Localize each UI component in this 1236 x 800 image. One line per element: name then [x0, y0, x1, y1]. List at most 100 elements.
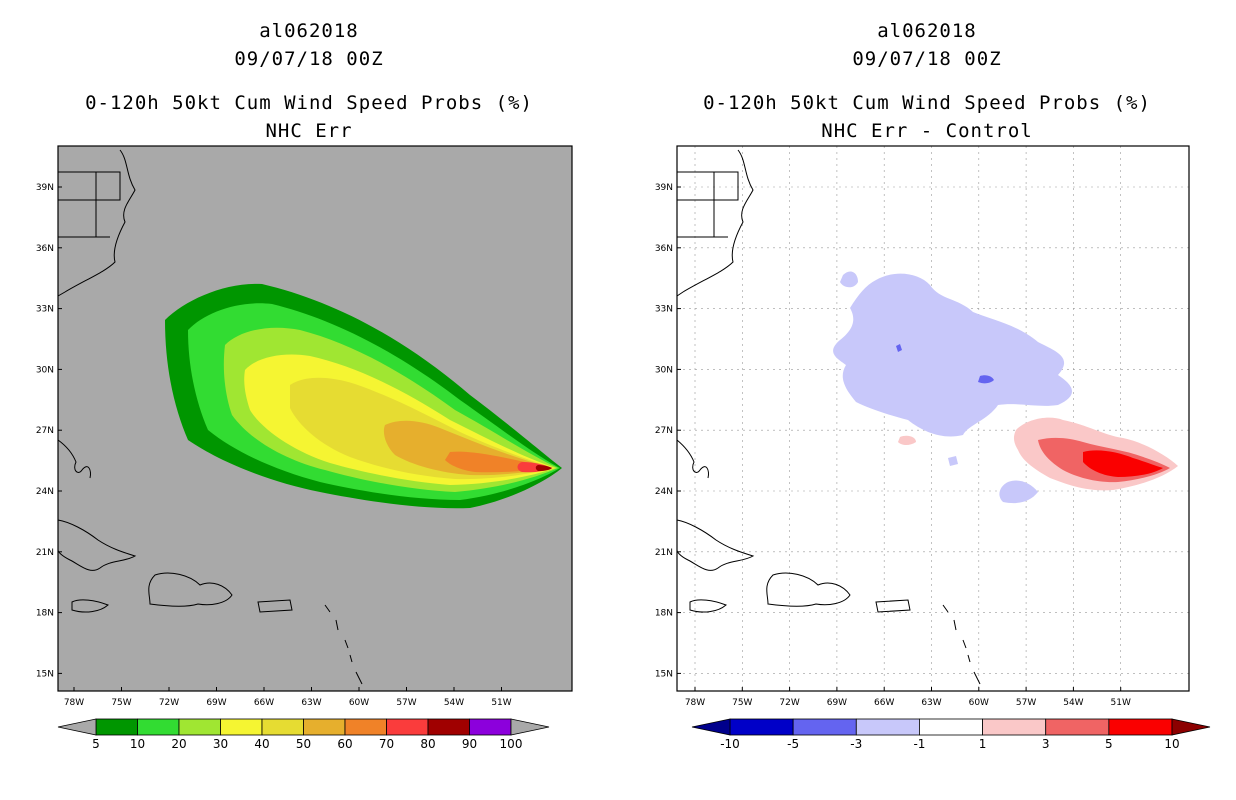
chart-title: 0-120h 50kt Cum Wind Speed Probs (%): [85, 92, 533, 114]
colorbar-swatch: [303, 718, 346, 736]
colorbar-swatch: [95, 718, 138, 736]
lat-label: 27N: [36, 426, 54, 436]
colorbar-arrow-left: [57, 718, 97, 736]
coastline-us-states: [677, 171, 739, 201]
colorbar-swatch: [1108, 718, 1173, 736]
colorbar-label: -10: [720, 737, 740, 751]
colorbar-swatch: [469, 718, 512, 736]
lon-label: 66W: [254, 698, 274, 708]
colorbar-swatch: [855, 718, 920, 736]
probability-contours: [165, 283, 562, 509]
coastline-hispaniola: [148, 572, 233, 607]
lat-label: 27N: [655, 426, 673, 436]
difference-contours: [833, 271, 1178, 504]
coastline-jamaica: [71, 599, 109, 613]
map-right: 39N 36N 33N 30N 27N 24N 21N 18N 15N 78W 75W 72W 69W 6…: [655, 145, 1211, 751]
coastline-hispaniola: [766, 572, 851, 607]
coastlines: [57, 149, 363, 685]
lon-label: 51W: [1111, 698, 1131, 708]
coastline-east-us: [676, 149, 754, 297]
lon-label: 69W: [827, 698, 847, 708]
colorbar-label: 10: [130, 737, 145, 751]
colorbar-swatch: [386, 718, 429, 736]
lat-label: 24N: [36, 487, 54, 497]
colorbar-label: 5: [1105, 737, 1113, 751]
colorbar-swatch: [792, 718, 857, 736]
colorbar-label: -5: [787, 737, 799, 751]
contour-pos-5-10: [1083, 450, 1163, 477]
chart-title: 0-120h 50kt Cum Wind Speed Probs (%): [703, 92, 1151, 114]
contour-neg-1-3: [948, 456, 958, 466]
contour-neg-1-3: [999, 480, 1038, 504]
storm-id: al062018: [877, 20, 977, 42]
lat-label: 36N: [36, 244, 54, 254]
colorbar-arrow-left: [691, 718, 731, 736]
chart-subtitle: NHC Err - Control: [821, 120, 1033, 142]
colorbar-label: 40: [254, 737, 269, 751]
lat-label: 18N: [36, 609, 54, 619]
lon-label: 60W: [969, 698, 989, 708]
lon-label: 63W: [921, 698, 941, 708]
colorbar-label: 3: [1042, 737, 1050, 751]
colorbar-label: 90: [462, 737, 477, 751]
colorbar: 5 10 20 30 40 50 60 70 80 90 100: [57, 718, 550, 751]
colorbar-swatch: [178, 718, 221, 736]
colorbar-label: 1: [979, 737, 987, 751]
coastline-east-us: [57, 149, 136, 297]
colorbar-label: 30: [213, 737, 228, 751]
colorbar-label: 60: [337, 737, 352, 751]
storm-id: al062018: [259, 20, 359, 42]
contour-neg-1-3: [833, 273, 1072, 437]
colorbar-label: 100: [500, 737, 523, 751]
axis-ticks: 39N 36N 33N 30N 27N 24N 21N 18N 15N 78W 75W 72W 69W 6…: [655, 183, 1131, 708]
coastline-jamaica: [689, 599, 727, 613]
lat-label: 30N: [655, 365, 673, 375]
lon-label: 60W: [349, 698, 369, 708]
coastline-us-states: [58, 171, 121, 201]
lat-label: 24N: [655, 487, 673, 497]
colorbar-label: 70: [379, 737, 394, 751]
coastline-puerto-rico: [875, 599, 911, 613]
lon-label: 69W: [206, 698, 226, 708]
map-left: 39N 36N 33N 30N 27N 24N 21N 18N 15N 78W 75W 72W 69W 6…: [36, 145, 573, 751]
lat-label: 30N: [36, 365, 54, 375]
colorbar-swatch: [729, 718, 794, 736]
colorbar-label: 20: [171, 737, 186, 751]
lon-label: 72W: [159, 698, 179, 708]
lat-label: 15N: [36, 669, 54, 679]
lon-label: 57W: [1016, 698, 1036, 708]
panel-nhc-err: al062018 09/07/18 00Z 0-120h 50kt Cum Wi…: [36, 20, 573, 751]
contour-pos-1-3: [898, 435, 916, 445]
lat-label: 33N: [36, 305, 54, 315]
colorbar: -10 -5 -3 -1 1 3 5 10: [691, 718, 1211, 751]
coastline-puerto-rico: [257, 599, 293, 613]
lon-label: 72W: [779, 698, 799, 708]
grid-lines: [677, 146, 1189, 691]
coastline-florida: [676, 439, 709, 479]
coastline-cuba: [57, 519, 137, 571]
map-frame: [676, 145, 1190, 692]
colorbar-label: 50: [296, 737, 311, 751]
coastlines: [676, 149, 981, 685]
datetime: 09/07/18 00Z: [852, 48, 1002, 70]
contour-neg-1-3: [840, 271, 858, 288]
coastline-lesser-antilles: [324, 604, 363, 685]
contour-neg-3-5: [896, 344, 902, 352]
lon-label: 57W: [396, 698, 416, 708]
lon-label: 75W: [111, 698, 131, 708]
map-frame: [57, 145, 573, 692]
lat-label: 21N: [655, 548, 673, 558]
colorbar-swatch: [261, 718, 304, 736]
colorbar-arrow-right: [510, 718, 550, 736]
lon-label: 66W: [874, 698, 894, 708]
contour-80: [535, 465, 552, 471]
colorbar-label: 10: [1164, 737, 1179, 751]
lat-label: 39N: [36, 183, 54, 193]
lat-label: 18N: [655, 609, 673, 619]
lat-label: 36N: [655, 244, 673, 254]
lon-label: 75W: [732, 698, 752, 708]
lon-label: 63W: [301, 698, 321, 708]
colorbar-swatch: [344, 718, 387, 736]
colorbar-label: -3: [850, 737, 862, 751]
contour-neg-3-5: [978, 375, 994, 384]
